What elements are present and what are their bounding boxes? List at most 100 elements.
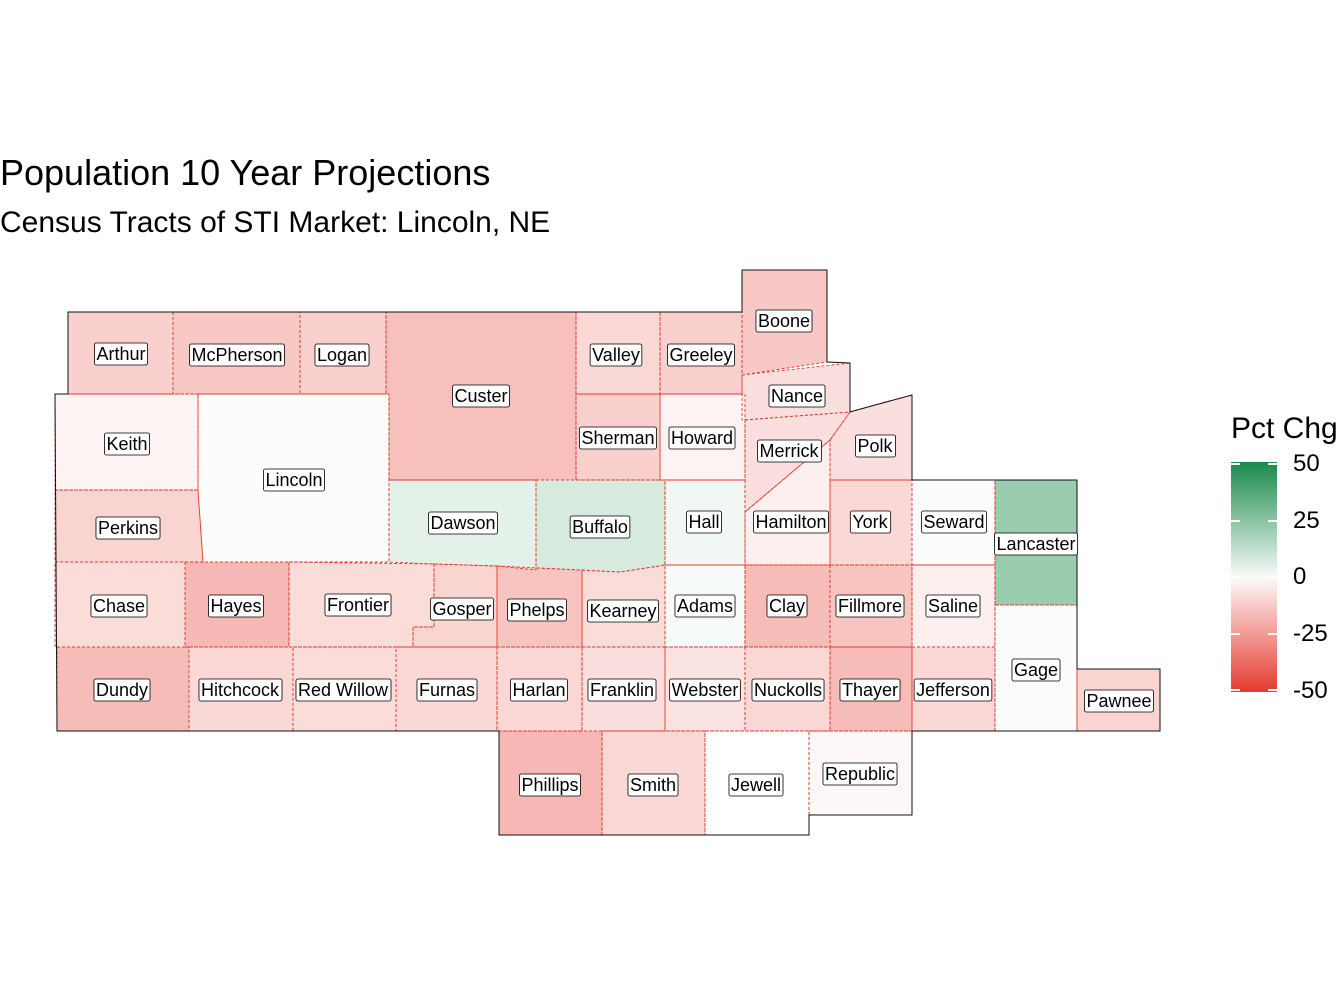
county-label-box	[95, 516, 161, 540]
county-label-text: Boone	[758, 311, 810, 331]
county-label: Fillmore	[835, 594, 905, 618]
county-label-text: Dawson	[430, 513, 495, 533]
county-label: Harlan	[510, 678, 568, 702]
county-label: Jefferson	[913, 678, 993, 702]
county-label: Phelps	[507, 598, 567, 622]
county-label-text: Hitchcock	[201, 680, 280, 700]
county-label-text: Merrick	[760, 441, 820, 461]
legend-title: Pct Chg	[1231, 412, 1338, 445]
county-label-box	[569, 515, 631, 539]
county-label-box	[627, 773, 679, 797]
county-label-box	[674, 594, 736, 618]
county-label: Greeley	[667, 343, 735, 367]
county-label-text: Lancaster	[996, 534, 1075, 554]
county-label-text: Arthur	[96, 344, 145, 364]
county-label-text: Thayer	[842, 680, 898, 700]
county-label-text: Jefferson	[916, 680, 990, 700]
county-label: Custer	[452, 384, 510, 408]
county-label: Hayes	[208, 594, 264, 618]
county-label: Gosper	[430, 597, 494, 621]
county-label-text: Gage	[1014, 660, 1058, 680]
legend-tick-label: -25	[1293, 620, 1328, 647]
county-label: Logan	[314, 343, 370, 367]
county-label-box	[849, 510, 892, 534]
county-label-box	[263, 468, 325, 492]
county-label-text: Red Willow	[298, 680, 389, 700]
county-label: Thayer	[839, 678, 901, 702]
county-label-box	[766, 594, 808, 618]
county-label: Lancaster	[994, 532, 1078, 556]
county-label: Frontier	[324, 593, 392, 617]
county-label-box	[94, 342, 148, 366]
county-hamilton	[745, 440, 830, 565]
county-label-text: McPherson	[191, 345, 282, 365]
county-label-box	[925, 594, 981, 618]
county-label-text: Smith	[630, 775, 676, 795]
county-label-box	[668, 426, 736, 450]
county-label-text: Frontier	[327, 595, 389, 615]
legend-tick-label: 25	[1293, 507, 1320, 534]
county-label-box	[1084, 689, 1154, 713]
county-label-box	[587, 678, 657, 702]
county-label: Valley	[589, 343, 643, 367]
county-label: Perkins	[95, 516, 161, 540]
county-label: Smith	[627, 773, 679, 797]
county-label-box	[416, 678, 478, 702]
county-label-box	[728, 773, 784, 797]
county-label-box	[208, 594, 264, 618]
county-label-box	[189, 343, 285, 367]
county-label-text: Jewell	[731, 775, 781, 795]
county-label-text: Dundy	[96, 680, 148, 700]
county-label-box	[198, 678, 283, 702]
county-label: Jewell	[728, 773, 784, 797]
county-label-text: Seward	[923, 512, 984, 532]
county-border	[664, 646, 746, 732]
county-label: Lincoln	[263, 468, 325, 492]
county-border	[581, 564, 666, 648]
county-label-box	[507, 598, 567, 622]
county-label-text: Nuckolls	[754, 680, 822, 700]
county-label: Republic	[822, 762, 898, 786]
county-label-box	[587, 599, 659, 623]
county-label: York	[849, 510, 892, 534]
county-label: Buffalo	[569, 515, 631, 539]
county-label-text: Chase	[93, 596, 145, 616]
county-label-text: Greeley	[669, 345, 732, 365]
county-label-text: Republic	[825, 764, 895, 784]
county-label-text: Perkins	[98, 518, 158, 538]
county-label-box	[667, 343, 735, 367]
county-label-text: Howard	[671, 428, 733, 448]
county-label: McPherson	[189, 343, 285, 367]
county-label-text: Kearney	[589, 601, 656, 621]
county-label-box	[751, 678, 825, 702]
county-label: Furnas	[416, 678, 478, 702]
county-label-box	[452, 384, 510, 408]
county-label-box	[510, 678, 568, 702]
county-border	[744, 646, 831, 732]
county-label-box	[994, 532, 1078, 556]
county-label-box	[669, 678, 741, 702]
county-label-text: Logan	[317, 345, 367, 365]
county-label: Dawson	[428, 511, 498, 535]
county-label: Chase	[90, 594, 148, 618]
county-label-box	[686, 510, 722, 534]
county-label-box	[839, 678, 901, 702]
county-label-text: Lincoln	[265, 470, 322, 490]
county-label: Nuckolls	[751, 678, 825, 702]
map-title: Population 10 Year Projections	[0, 152, 491, 193]
county-label-text: Furnas	[419, 680, 475, 700]
map-subtitle: Census Tracts of STI Market: Lincoln, NE	[0, 206, 551, 239]
county-labels: Arthur McPherson Logan Custer Valley Greeley B…	[90, 309, 1154, 797]
county-border	[54, 393, 199, 491]
county-label-box	[104, 432, 150, 456]
county-label: Hitchcock	[198, 678, 283, 702]
county-label-box	[90, 594, 148, 618]
county-label-box	[755, 309, 813, 333]
county-label-text: Hayes	[210, 596, 261, 616]
county-label-text: Valley	[592, 345, 640, 365]
county-label-text: York	[852, 512, 888, 532]
county-label: Seward	[921, 510, 987, 534]
county-label-box	[822, 762, 898, 786]
county-label: Polk	[855, 434, 896, 458]
